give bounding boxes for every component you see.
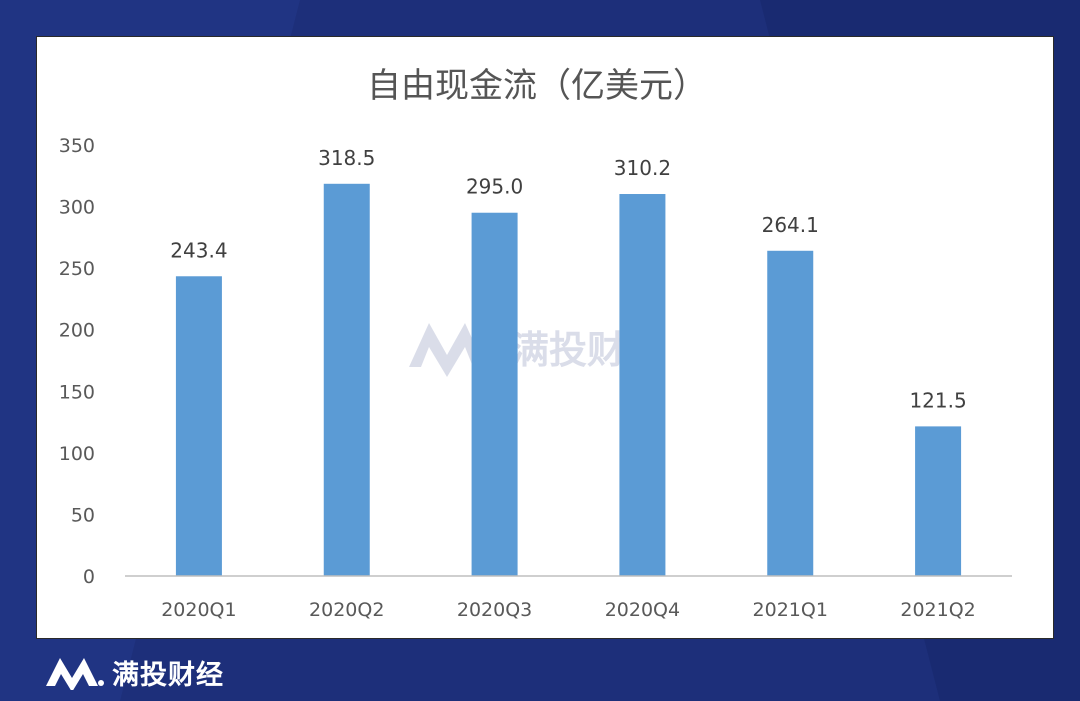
y-tick-label: 200 xyxy=(59,320,95,342)
bar-2021Q1 xyxy=(767,250,814,576)
y-tick-label: 0 xyxy=(83,566,95,588)
x-tick-label: 2020Q1 xyxy=(161,599,236,621)
bar-2020Q1 xyxy=(175,276,222,576)
value-label: 318.5 xyxy=(318,146,375,170)
brand-name: 满投财经 xyxy=(112,659,224,691)
x-tick-label: 2020Q2 xyxy=(309,599,384,621)
value-label: 121.5 xyxy=(909,388,966,412)
y-tick-label: 250 xyxy=(59,258,95,280)
x-tick-label: 2020Q4 xyxy=(605,599,680,621)
bar-2021Q2 xyxy=(915,426,962,576)
value-label: 310.2 xyxy=(614,156,671,180)
y-tick-label: 150 xyxy=(59,381,95,403)
chart-title: 自由现金流（亿美元） xyxy=(367,66,707,106)
value-labels: 243.4 318.5 295.0 310.2 264.1 121.5 xyxy=(170,146,966,413)
y-tick-label: 50 xyxy=(71,504,95,526)
x-tick-label: 2020Q3 xyxy=(457,599,532,621)
bar-2020Q3 xyxy=(471,212,518,576)
brand-logo-icon xyxy=(46,658,104,690)
y-axis: 0 50 100 150 200 250 300 350 xyxy=(59,135,95,588)
footer-logo: 满投财经 xyxy=(44,652,224,692)
bars xyxy=(175,183,962,577)
chart-frame: 自由现金流（亿美元） 满投财经 0 50 100 150 200 250 300 350 24… xyxy=(36,36,1054,639)
y-tick-label: 100 xyxy=(59,443,95,465)
value-label: 243.4 xyxy=(170,238,227,262)
value-label: 295.0 xyxy=(466,175,523,199)
x-tick-label: 2021Q1 xyxy=(753,599,828,621)
y-tick-label: 350 xyxy=(59,135,95,157)
bar-2020Q2 xyxy=(323,183,370,577)
x-axis: 2020Q1 2020Q2 2020Q3 2020Q4 2021Q1 2021Q2 xyxy=(125,575,1012,621)
x-tick-label: 2021Q2 xyxy=(900,599,975,621)
y-tick-label: 300 xyxy=(59,197,95,219)
value-label: 264.1 xyxy=(762,213,819,237)
bar-2020Q4 xyxy=(619,194,666,576)
